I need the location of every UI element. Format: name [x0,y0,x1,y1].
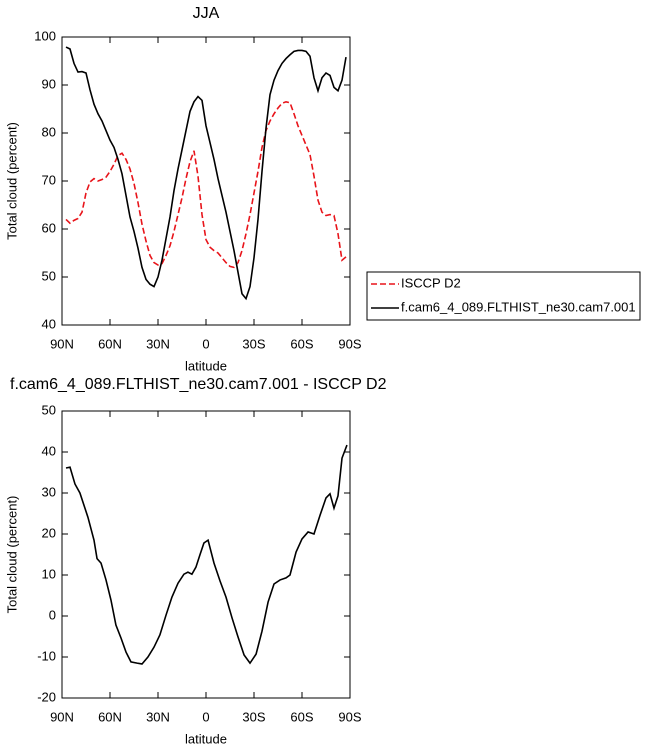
y-tick-label: 70 [42,172,56,187]
y-tick-label: 30 [42,484,56,499]
y-tick-label: 80 [42,124,56,139]
plot-frame [61,36,351,326]
plot-frame [61,410,351,699]
y-tick-label: 50 [42,402,56,417]
x-tick-label: 90N [50,709,74,724]
x-tick-label: 30N [146,709,170,724]
chart-title: JJA [193,5,220,22]
x-tick-label: 60S [290,336,313,351]
y-axis-label: Total cloud (percent) [4,496,19,614]
y-tick-label: 20 [42,525,56,540]
x-tick-label: 60S [290,709,313,724]
y-tick-label: -20 [37,689,56,704]
data-line [65,444,348,665]
data-line [65,100,347,269]
y-tick-label: 60 [42,220,56,235]
legend-label: f.cam6_4_089.FLTHIST_ne30.cam7.001 [401,299,636,314]
x-tick-label: 90S [338,336,361,351]
x-axis-label: latitude [185,358,227,373]
x-tick-label: 60N [98,336,122,351]
y-tick-label: 40 [42,443,56,458]
x-tick-label: 60N [98,709,122,724]
y-axis-label: Total cloud (percent) [4,122,19,240]
data-line [65,46,347,301]
y-tick-label: 10 [42,566,56,581]
x-tick-label: 30N [146,336,170,351]
y-tick-label: 0 [49,607,56,622]
y-tick-label: 40 [42,316,56,331]
y-tick-label: 50 [42,268,56,283]
x-tick-label: 0 [202,709,209,724]
x-tick-label: 90S [338,709,361,724]
x-tick-label: 30S [242,709,265,724]
x-tick-label: 90N [50,336,74,351]
legend-label: ISCCP D2 [401,275,461,290]
legend-box [366,271,641,321]
x-axis-label: latitude [185,731,227,746]
x-tick-label: 0 [202,336,209,351]
y-tick-label: 100 [34,28,56,43]
y-tick-label: 90 [42,76,56,91]
y-tick-label: -10 [37,648,56,663]
x-tick-label: 30S [242,336,265,351]
chart-title: f.cam6_4_089.FLTHIST_ne30.cam7.001 - ISC… [10,376,387,393]
